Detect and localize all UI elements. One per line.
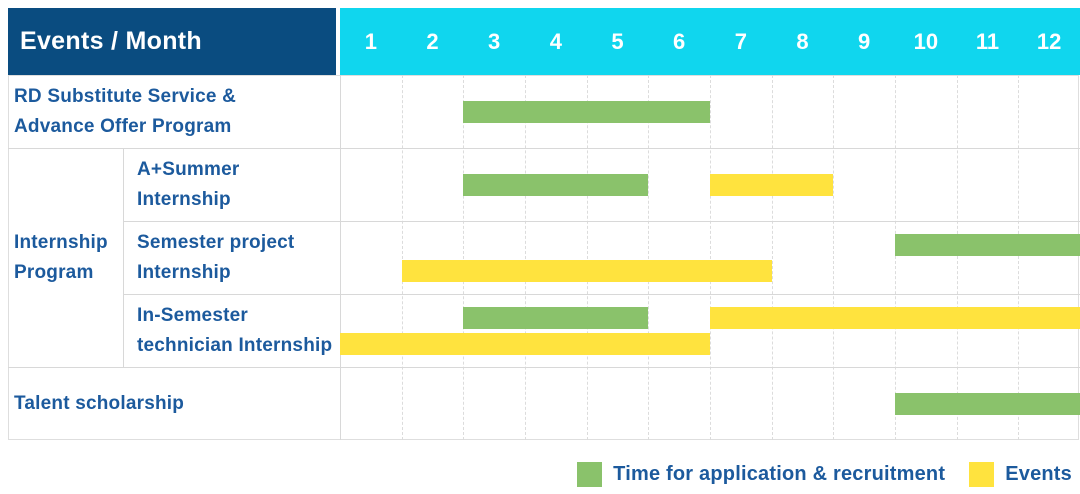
row-label-line: Advance Offer Program	[14, 115, 232, 137]
month-gridline	[957, 75, 958, 440]
gantt-bar-application-recruitment-row0	[463, 100, 710, 123]
gantt-bar-application-recruitment-row2	[895, 234, 1080, 256]
month-gridline	[587, 75, 588, 440]
legend-swatch-application-recruitment	[577, 461, 603, 487]
row-separator	[123, 221, 1080, 222]
row-label-line: technician Internship	[137, 334, 333, 356]
legend: Time for application & recruitment Event…	[577, 459, 1072, 489]
month-header-10: 10	[913, 28, 939, 54]
month-gridline	[710, 75, 711, 440]
row-label-semester-project-internship: Semester project Internship	[123, 221, 340, 294]
gantt-bar-application-recruitment-row3	[463, 307, 649, 329]
sublabel-divider-line	[123, 148, 124, 367]
month-gridline	[833, 75, 834, 440]
month-header-5: 5	[611, 28, 624, 54]
row-label-line: Internship	[137, 188, 231, 210]
row-label-line: RD Substitute Service &	[14, 85, 237, 107]
table-body-frame	[8, 75, 1079, 440]
month-header-6: 6	[673, 28, 686, 54]
month-gridline	[648, 75, 649, 440]
row-label-talent-scholarship: Talent scholarship	[8, 367, 338, 440]
month-header-4: 4	[549, 28, 562, 54]
corner-header-cell: Events / Month	[8, 8, 336, 75]
month-gridline	[463, 75, 464, 440]
legend-label-events: Events	[1005, 462, 1072, 485]
month-header-7: 7	[734, 28, 747, 54]
month-gridline	[1018, 75, 1019, 440]
month-header-11: 11	[975, 28, 1000, 54]
row-separator	[8, 367, 1080, 368]
gantt-bar-event-row3	[340, 333, 710, 355]
row-separator	[8, 148, 1080, 149]
month-header-2: 2	[426, 28, 439, 54]
group-label-internship-program: Internship Program	[8, 148, 123, 367]
row-label-line: A+Summer	[137, 158, 240, 180]
month-header-9: 9	[858, 28, 871, 54]
corner-header-label: Events / Month	[20, 27, 202, 55]
month-header-1: 1	[364, 28, 377, 54]
month-header-3: 3	[488, 28, 501, 54]
legend-label-application-recruitment: Time for application & recruitment	[613, 462, 946, 485]
gantt-bar-event-row3	[710, 307, 1080, 329]
row-label-a-plus-summer-internship: A+Summer Internship	[123, 148, 340, 221]
gantt-bar-event-row1	[710, 173, 834, 196]
group-label-line: Internship	[14, 231, 108, 253]
column-boundary-line	[340, 75, 341, 440]
month-gridline	[772, 75, 773, 440]
gantt-bar-event-row2	[401, 260, 772, 282]
month-gridline	[895, 75, 896, 440]
row-label-line: Talent scholarship	[14, 392, 185, 414]
month-header-12: 12	[1036, 28, 1062, 54]
legend-swatch-events	[969, 461, 995, 487]
month-gridline	[525, 75, 526, 440]
row-label-line: Internship	[137, 261, 231, 283]
months-header: 1 2 3 4 5 6 7 8 9 10 11 12	[340, 8, 1080, 75]
month-header-8: 8	[796, 28, 809, 54]
row-label-line: In-Semester	[137, 304, 248, 326]
gantt-bar-application-recruitment-row4	[895, 392, 1080, 415]
row-label-in-semester-technician-internship: In-Semester technician Internship	[123, 294, 340, 367]
row-separator	[123, 294, 1080, 295]
group-label-line: Program	[14, 261, 94, 283]
row-label-rd-substitute: RD Substitute Service & Advance Offer Pr…	[8, 75, 338, 148]
row-label-line: Semester project	[137, 231, 295, 253]
gantt-bar-application-recruitment-row1	[463, 173, 649, 196]
month-gridline	[402, 75, 403, 440]
